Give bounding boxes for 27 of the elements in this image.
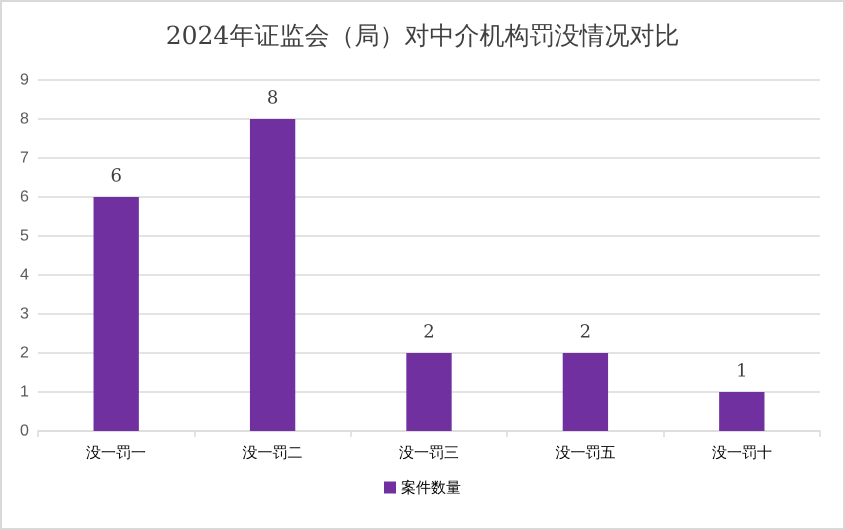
legend-label: 案件数量 [401, 478, 461, 496]
y-tick-label: 5 [20, 228, 29, 244]
y-tick-label: 6 [20, 188, 29, 206]
data-label: 2 [580, 322, 592, 342]
y-tick-label: 8 [20, 110, 29, 128]
x-tick-label: 没一罚十 [712, 444, 772, 462]
bar [719, 392, 764, 431]
chart-title: 2024年证监会（局）对中介机构罚没情况对比 [166, 21, 680, 50]
y-tick-label: 1 [20, 384, 29, 400]
y-tick-label: 2 [20, 344, 29, 362]
x-tick-label: 没一罚三 [399, 444, 459, 462]
x-tick-label: 没一罚一 [86, 444, 146, 462]
data-label: 8 [266, 88, 278, 108]
y-tick-label: 9 [20, 72, 29, 88]
bar [406, 353, 452, 431]
y-tick-label: 7 [20, 150, 29, 166]
bar [562, 353, 608, 431]
data-label: 2 [423, 322, 435, 342]
y-tick-label: 0 [20, 422, 29, 440]
data-label: 1 [736, 360, 748, 382]
y-tick-label: 3 [20, 306, 29, 322]
data-label: 6 [110, 166, 122, 186]
x-tick-label: 没一罚五 [555, 444, 616, 462]
bar [250, 119, 296, 431]
bar [94, 197, 139, 431]
x-tick-label: 没一罚二 [242, 444, 303, 462]
y-tick-label: 4 [20, 266, 29, 284]
